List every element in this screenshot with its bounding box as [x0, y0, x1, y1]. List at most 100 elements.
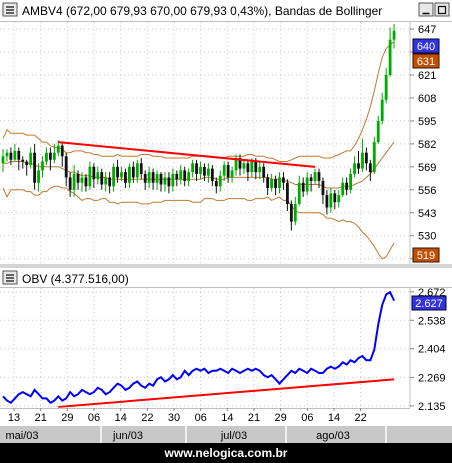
day-tick-label: 14 — [221, 412, 233, 424]
candlesticks — [1, 23, 396, 231]
candle-body — [254, 161, 258, 173]
month-labels: mai/03 jun/03 jul/03 ago/03 — [5, 426, 387, 443]
obv-trendline — [58, 378, 395, 408]
candle-body — [321, 180, 325, 196]
candle-body — [135, 163, 139, 178]
obv-axis-tick-label: 2.135 — [418, 401, 446, 413]
candle-body — [329, 193, 333, 208]
band-badge-upper: 631 — [412, 53, 440, 69]
candle-body — [289, 203, 293, 222]
candle-body — [163, 177, 167, 185]
candle-body — [293, 203, 297, 222]
candle-body — [76, 173, 80, 183]
candle-body — [365, 152, 368, 164]
day-tick-label: 06 — [195, 412, 207, 424]
obv-panel: OBV (4.377.516,00) 2.6722.5382.4042.2692… — [0, 268, 452, 413]
band-badge-lower-box — [412, 247, 440, 263]
candle-body — [333, 193, 337, 203]
day-tick-label: 29 — [61, 412, 73, 424]
candle-body — [218, 175, 222, 187]
candle-body — [234, 158, 238, 171]
menu-lines-icon — [6, 6, 14, 14]
candle-body — [5, 152, 9, 157]
obv-axis-tick-label: 2.538 — [418, 315, 446, 327]
band-badge-lower: 519 — [412, 247, 440, 263]
candle-body — [29, 152, 33, 166]
day-axis-background — [0, 408, 410, 426]
candle-body — [376, 120, 380, 143]
candle-body — [167, 177, 171, 187]
panel-separator[interactable] — [0, 264, 452, 268]
candle-body — [68, 177, 72, 190]
price-axis-tick-label: 569 — [418, 162, 436, 174]
obv-line — [2, 290, 396, 404]
candle-body — [345, 182, 349, 190]
candle-body — [183, 170, 187, 181]
price-panel: 647634621608595582569556543530517 AMBV4 … — [0, 0, 452, 266]
candle-body — [116, 166, 119, 178]
candle-body — [309, 177, 313, 181]
candle-body — [17, 150, 21, 160]
candle-body — [128, 166, 131, 183]
candle-body — [230, 170, 234, 178]
candle-body — [262, 166, 266, 178]
candle-body — [203, 166, 206, 176]
candle-body — [305, 177, 309, 192]
obv-value-badge-text: 2.627 — [415, 298, 443, 310]
candle-body — [179, 170, 183, 180]
bollinger-lower-band — [2, 185, 395, 260]
band-badge-lower-text: 519 — [417, 250, 435, 262]
candle-body — [49, 152, 52, 160]
candle-body — [21, 159, 25, 162]
candle-body — [84, 177, 88, 187]
candle-body — [210, 168, 214, 181]
candle-body — [96, 172, 100, 180]
bollinger-middle-band — [3, 141, 395, 189]
candle-body — [131, 166, 135, 178]
candle-body — [124, 172, 127, 183]
candle-body — [313, 172, 317, 181]
candle-body — [297, 182, 301, 204]
candle-body — [56, 145, 60, 153]
candle-body — [175, 173, 179, 180]
candle-body — [159, 173, 163, 185]
candle-body — [52, 152, 56, 160]
candle-body — [72, 173, 76, 190]
price-axis-tick-label: 543 — [418, 208, 436, 220]
candle-body — [226, 165, 230, 178]
candle-body — [1, 156, 5, 164]
price-axis-tick-label: 621 — [418, 70, 436, 82]
candle-body — [380, 99, 384, 121]
footer-url[interactable]: www.nelogica.com.br — [164, 446, 288, 460]
candle-body — [349, 173, 352, 190]
obv-value-badge-box — [411, 295, 447, 311]
price-axis-tick-label: 647 — [418, 24, 436, 36]
candle-body — [171, 173, 175, 187]
candle-body — [191, 163, 194, 173]
candle-body — [104, 177, 108, 185]
candle-body — [195, 163, 198, 174]
candle-body — [388, 39, 392, 75]
candle-body — [361, 152, 364, 169]
candle-body — [120, 172, 123, 178]
day-tick-label: 06 — [301, 412, 313, 424]
candle-body — [37, 170, 40, 183]
price-title-bar — [0, 0, 452, 22]
candle-body — [139, 163, 143, 174]
candle-body — [143, 173, 147, 183]
candle-body — [33, 152, 36, 183]
day-tick-label: 13 — [8, 412, 20, 424]
candle-body — [222, 165, 226, 176]
candle-body — [266, 177, 270, 189]
day-tick-label: 21 — [248, 412, 260, 424]
day-tick-label: 22 — [355, 412, 367, 424]
candle-body — [13, 150, 17, 160]
price-axis-tick-label: 608 — [418, 93, 436, 105]
candle-body — [270, 179, 273, 189]
price-panel-title: AMBV4 (672,00 679,93 670,00 679,93 0,43%… — [22, 4, 382, 18]
candle-body — [301, 182, 305, 192]
candle-body — [242, 163, 246, 169]
candle-body — [92, 166, 96, 180]
month-bar-background[interactable] — [0, 426, 410, 443]
